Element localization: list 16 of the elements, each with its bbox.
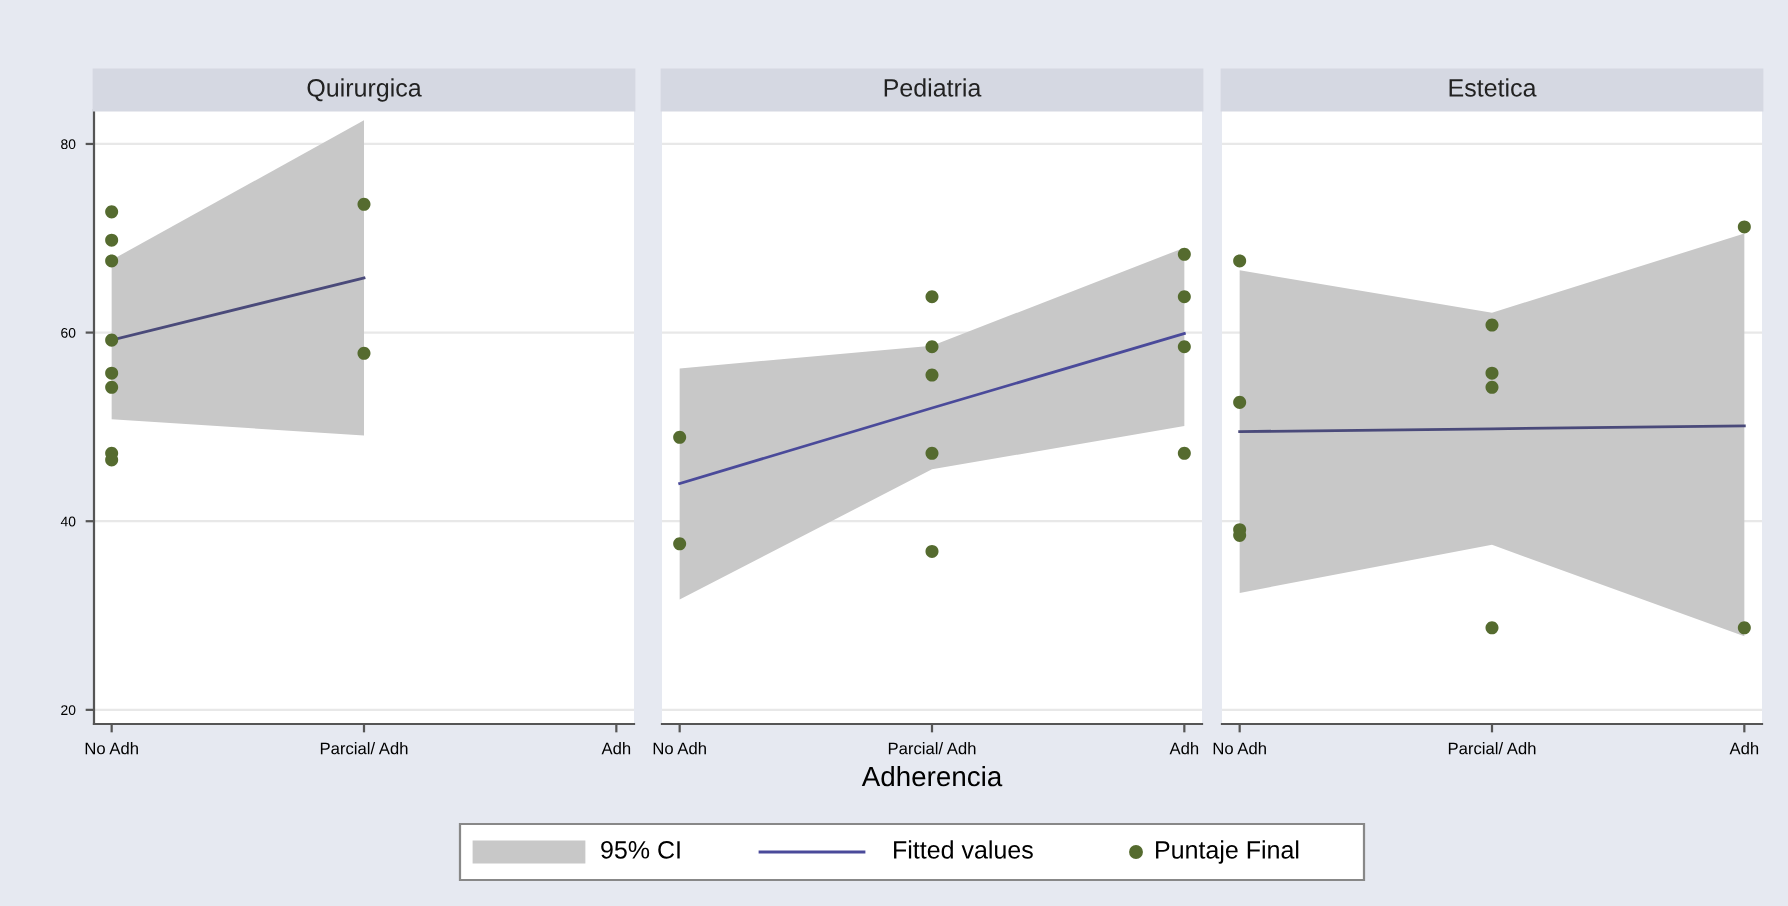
x-tick-label: Adh bbox=[1169, 742, 1199, 755]
x-tick-label: No Adh bbox=[653, 742, 706, 755]
x-tick-label: Adh bbox=[601, 742, 631, 755]
x-tick-label: Parcial/ Adh bbox=[1448, 742, 1536, 755]
x-axis-title: Adherencia bbox=[861, 765, 1003, 787]
legend-label: Fitted values bbox=[894, 840, 1033, 859]
x-tick-label: No Adh bbox=[85, 742, 138, 755]
chart-title: Quirurgica bbox=[307, 78, 422, 102]
x-tick-label: Parcial/ Adh bbox=[320, 742, 408, 755]
x-tick-label: No Adh bbox=[1213, 742, 1266, 755]
chart-title: Estetica bbox=[1449, 78, 1537, 97]
x-tick-label: Parcial/ Adh bbox=[888, 742, 976, 755]
x-tick-label: Adh bbox=[1729, 742, 1759, 755]
legend-label: Puntaje Final bbox=[1156, 840, 1299, 864]
chart-title: Pediatria bbox=[884, 78, 982, 97]
text: 95% CI bbox=[601, 841, 680, 859]
